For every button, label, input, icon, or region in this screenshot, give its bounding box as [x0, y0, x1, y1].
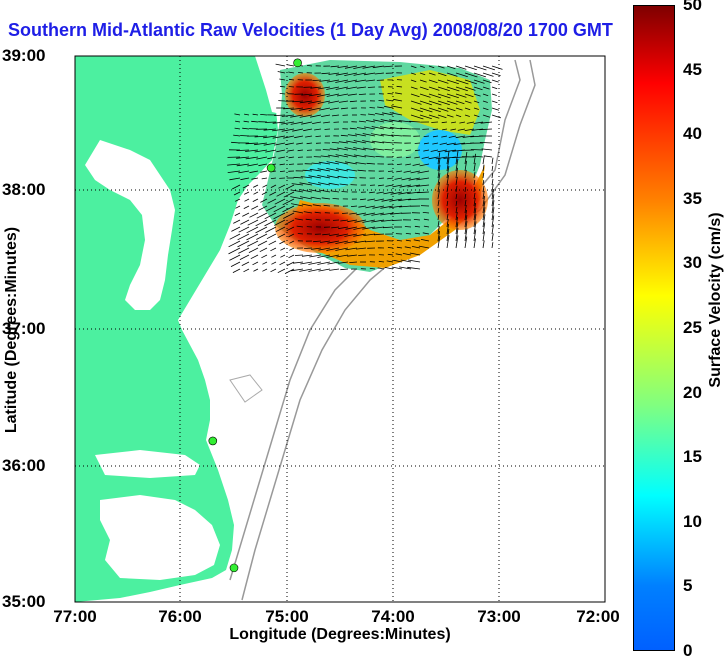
- colorbar-tick: 30: [683, 253, 702, 273]
- colorbar-tick: 40: [683, 124, 702, 144]
- velocity-arrow: [323, 150, 330, 151]
- velocity-arrow: [379, 178, 384, 179]
- y-tick: 38:00: [2, 180, 45, 200]
- y-tick: 39:00: [2, 46, 45, 66]
- colorbar-tick: 25: [683, 318, 702, 338]
- radar-station-marker: [230, 564, 238, 572]
- colorbar-tick: 5: [683, 576, 692, 596]
- velocity-arrow: [295, 255, 303, 256]
- x-tick: 74:00: [371, 607, 414, 627]
- velocity-arrow: [289, 164, 294, 165]
- colorbar-label: Surface Velocity (cm/s): [707, 212, 724, 387]
- velocity-arrow: [388, 248, 393, 249]
- velocity-arrow: [325, 129, 331, 130]
- velocity-arrow: [368, 87, 375, 88]
- velocity-arrow: [388, 171, 393, 172]
- velocity-arrow: [384, 150, 393, 151]
- x-tick: 76:00: [158, 607, 201, 627]
- velocity-arrow: [406, 150, 411, 151]
- x-tick: 77:00: [53, 607, 96, 627]
- y-tick: 35:00: [2, 592, 45, 612]
- velocity-arrow: [342, 192, 349, 193]
- velocity-arrow: [342, 213, 348, 214]
- velocity-arrow: [405, 227, 411, 228]
- colorbar-tick: 35: [683, 189, 702, 209]
- colorbar-tick: 0: [683, 641, 692, 661]
- velocity-arrow: [370, 108, 376, 109]
- x-tick: 72:00: [576, 607, 619, 627]
- radar-station-marker: [209, 437, 217, 445]
- x-tick: 75:00: [265, 607, 308, 627]
- velocity-arrow: [265, 122, 276, 123]
- velocity-arrow: [358, 255, 366, 256]
- velocity-arrow: [415, 143, 420, 144]
- velocity-arrow: [471, 150, 483, 151]
- x-tick: 73:00: [477, 607, 520, 627]
- colorbar-tick: 10: [683, 512, 702, 532]
- colorbar-tick: 20: [683, 383, 702, 403]
- colorbar: [633, 5, 675, 651]
- colorbar-tick: 15: [683, 447, 702, 467]
- velocity-arrow: [298, 234, 303, 235]
- colorbar-tick: 45: [683, 60, 702, 80]
- y-tick: 36:00: [2, 456, 45, 476]
- velocity-arrow: [289, 87, 294, 88]
- y-axis-label: Latitude (Degrees:Minutes): [3, 227, 21, 433]
- x-axis-label: Longitude (Degrees:Minutes): [229, 626, 450, 644]
- colorbar-tick: 50: [683, 0, 702, 15]
- velocity-arrow: [431, 122, 438, 123]
- radar-station-marker: [294, 59, 302, 67]
- radar-station-marker: [267, 164, 275, 172]
